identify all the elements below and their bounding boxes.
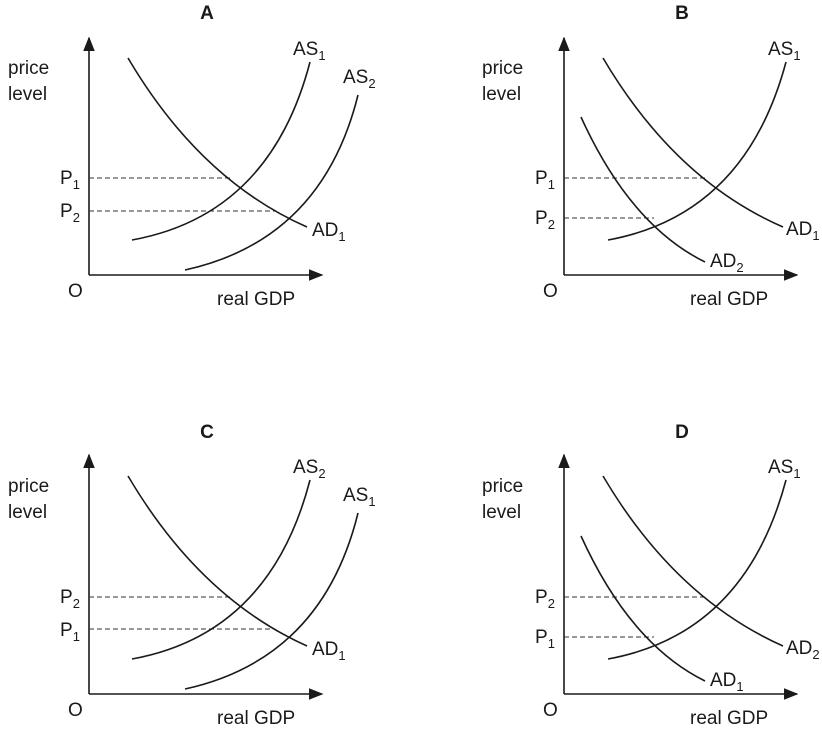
- curve-label-ad2: AD2: [710, 251, 744, 275]
- as1-curve: [184, 512, 359, 690]
- panel-d: D price level O real GDP P2 P1 AS1 AD2 A…: [482, 422, 820, 729]
- curve-label-ad1: AD1: [312, 220, 346, 244]
- curve-label-ad1: AD1: [312, 639, 346, 663]
- price-label-p1: P1: [535, 627, 555, 651]
- x-axis-label: real GDP: [690, 289, 768, 310]
- price-label-p2: P2: [60, 201, 80, 225]
- curve-label-ad1: AD1: [786, 219, 820, 243]
- x-axis-label: real GDP: [217, 289, 295, 310]
- y-axis-label-line1: price: [8, 58, 49, 79]
- y-axis-label-line2: level: [482, 502, 521, 523]
- curve-label-as1: AS1: [293, 39, 326, 63]
- y-axis-label-line1: price: [8, 476, 49, 497]
- ad1-curve: [127, 475, 308, 647]
- origin-label: O: [68, 281, 83, 302]
- ad2-curve: [580, 116, 706, 263]
- ad1-curve: [580, 535, 706, 682]
- ad1-curve: [602, 57, 784, 228]
- x-axis-label: real GDP: [217, 708, 295, 729]
- y-axis-label-line2: level: [8, 84, 47, 105]
- origin-label: O: [68, 700, 83, 721]
- panel-a: A price level O real GDP P1 P2 AS1 AS2 A…: [8, 3, 376, 310]
- price-label-p2: P2: [535, 587, 555, 611]
- panel-title: B: [675, 3, 689, 24]
- price-label-p2: P2: [535, 208, 555, 232]
- curve-label-as1: AS1: [768, 39, 801, 63]
- panel-b: B price level O real GDP P1 P2 AS1 AD1 A…: [482, 3, 820, 310]
- curve-label-as2: AS2: [293, 457, 326, 481]
- price-label-p1: P1: [535, 168, 555, 192]
- panel-title: C: [200, 422, 214, 443]
- curve-label-ad2: AD2: [786, 638, 820, 662]
- x-axis-label: real GDP: [690, 708, 768, 729]
- as1-curve: [607, 61, 787, 241]
- as2-curve: [131, 479, 311, 660]
- as2-curve: [184, 94, 359, 271]
- price-label-p1: P1: [60, 168, 80, 192]
- y-axis-label-line2: level: [8, 502, 47, 523]
- y-axis-label-line1: price: [482, 58, 523, 79]
- ad2-curve: [602, 475, 784, 647]
- curve-label-ad1: AD1: [710, 670, 744, 694]
- ad1-curve: [127, 57, 308, 228]
- price-label-p1: P1: [60, 620, 80, 644]
- as1-curve: [131, 61, 311, 241]
- as1-curve: [607, 479, 787, 660]
- origin-label: O: [543, 281, 558, 302]
- panel-c: C price level O real GDP P2 P1 AS2 AS1 A…: [8, 422, 376, 729]
- panel-title: D: [675, 422, 689, 443]
- panel-title: A: [200, 3, 214, 24]
- price-label-p2: P2: [60, 587, 80, 611]
- curve-label-as1: AS1: [343, 485, 376, 509]
- origin-label: O: [543, 700, 558, 721]
- y-axis-label-line2: level: [482, 84, 521, 105]
- curve-label-as1: AS1: [768, 457, 801, 481]
- curve-label-as2: AS2: [343, 67, 376, 91]
- y-axis-label-line1: price: [482, 476, 523, 497]
